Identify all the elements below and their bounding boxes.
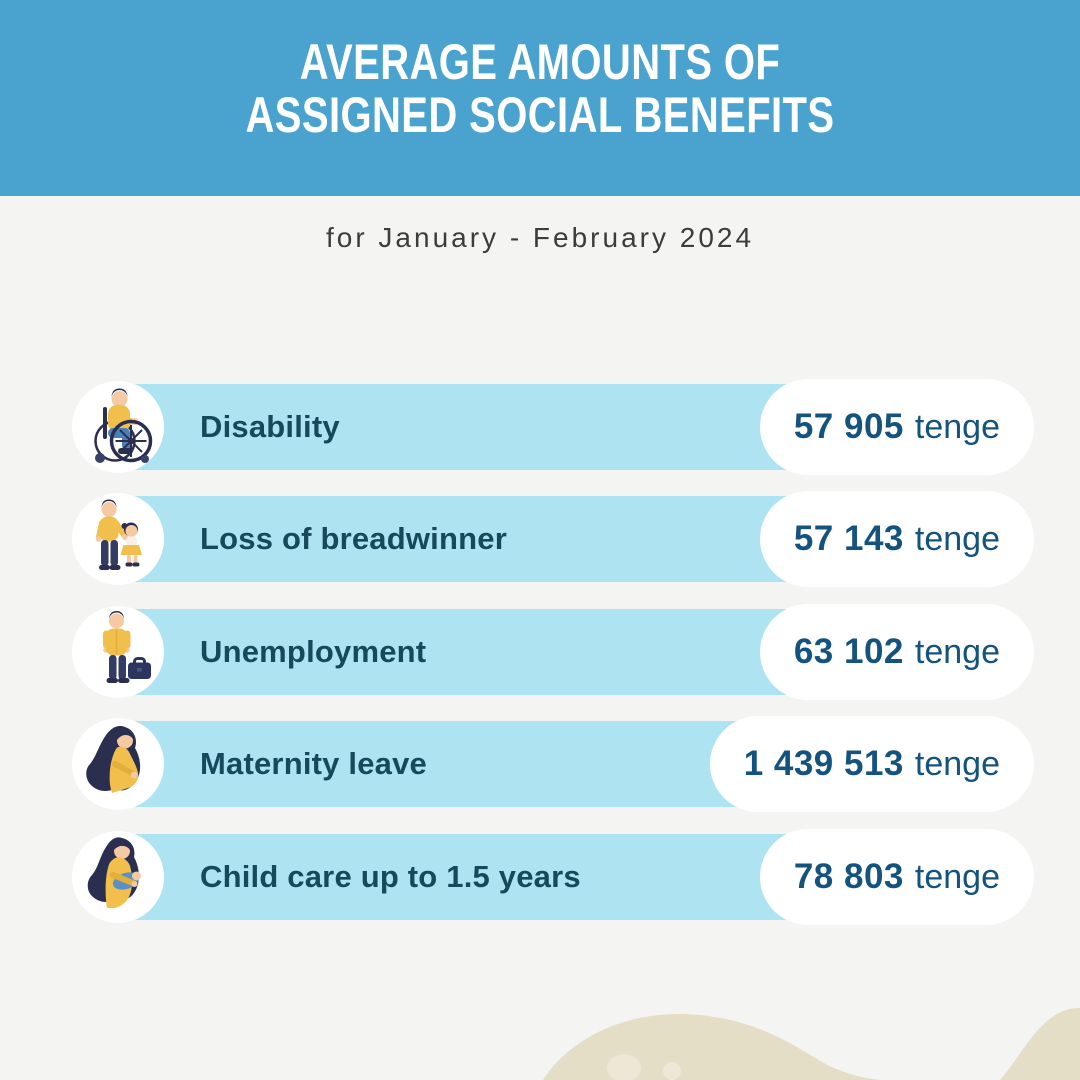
pregnant-woman-icon (86, 725, 141, 793)
job-seeker-icon (103, 611, 151, 683)
benefit-label: Unemployment (200, 634, 427, 669)
page-title-line-1: AVERAGE AMOUNTS OF (299, 34, 781, 90)
value-pill: 57 905 tenge (759, 379, 1034, 475)
header-banner: AVERAGE AMOUNTS OF ASSIGNED SOCIAL BENEF… (0, 0, 1080, 196)
page-title: AVERAGE AMOUNTS OF ASSIGNED SOCIAL BENEF… (108, 36, 972, 142)
benefit-row: Disability 57 905 tenge (0, 379, 1080, 475)
benefit-label: Disability (200, 409, 340, 444)
benefit-unit: tenge (914, 857, 1000, 896)
benefit-value: 1 439 513 (743, 744, 904, 783)
value-pill: 57 143 tenge (759, 491, 1034, 587)
wheelchair-user-icon (94, 388, 153, 463)
benefit-label: Maternity leave (200, 746, 427, 781)
value-pill: 63 102 tenge (759, 604, 1034, 700)
benefit-unit: tenge (914, 519, 1000, 558)
benefit-row: Loss of breadwinner 57 143 tenge (0, 491, 1080, 587)
mother-with-baby-icon (87, 837, 141, 908)
value-pill: 1 439 513 tenge (709, 716, 1034, 812)
benefit-row: Child care up to 1.5 years 78 803 tenge (0, 829, 1080, 925)
benefit-icon-circle (72, 718, 164, 810)
benefit-value: 78 803 (793, 857, 904, 896)
benefit-unit: tenge (914, 744, 1000, 783)
page-title-line-2: ASSIGNED SOCIAL BENEFITS (245, 87, 835, 143)
benefit-value: 57 905 (793, 407, 904, 446)
benefit-row: Unemployment 63 102 tenge (0, 604, 1080, 700)
benefit-unit: tenge (914, 407, 1000, 446)
benefit-icon-circle (72, 381, 164, 473)
benefit-icon-circle (72, 606, 164, 698)
benefit-unit: tenge (914, 632, 1000, 671)
benefit-icon-circle (72, 493, 164, 585)
benefit-icon-circle (72, 831, 164, 923)
benefit-row: Maternity leave 1 439 513 tenge (0, 716, 1080, 812)
father-and-child-icon (95, 499, 142, 570)
subtitle-wrap: for January - February 2024 (0, 196, 1080, 280)
benefit-value: 57 143 (793, 519, 904, 558)
subtitle: for January - February 2024 (325, 222, 755, 253)
benefit-value: 63 102 (793, 632, 904, 671)
benefit-label: Loss of breadwinner (200, 521, 507, 556)
benefit-label: Child care up to 1.5 years (200, 859, 581, 894)
beige-blob-decoration (543, 1008, 1080, 1080)
value-pill: 78 803 tenge (759, 829, 1034, 925)
